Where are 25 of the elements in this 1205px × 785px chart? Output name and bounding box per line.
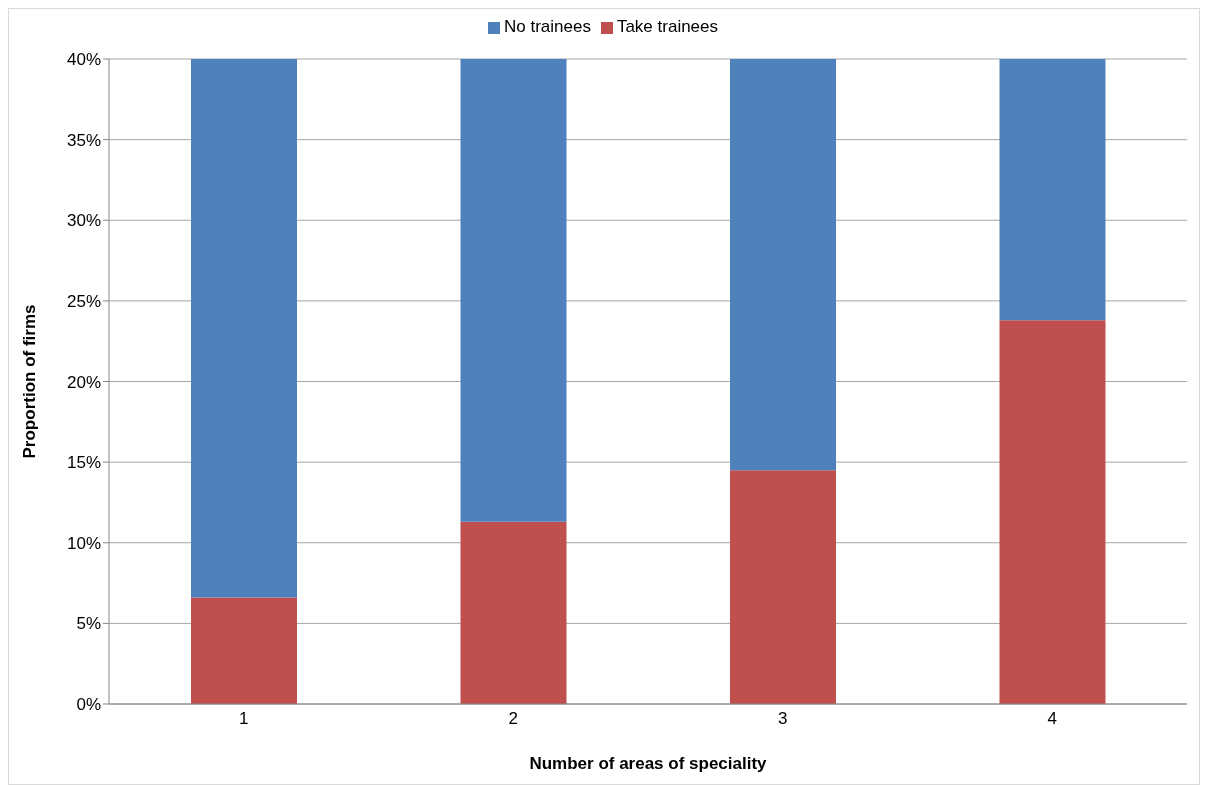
bar	[999, 59, 1106, 321]
legend-label: No trainees	[503, 17, 591, 36]
y-tick-label: 15%	[66, 453, 101, 473]
y-tick-label: 30%	[66, 211, 101, 231]
y-tick-label: 0%	[76, 695, 101, 715]
y-tick-label: 5%	[76, 614, 101, 634]
x-tick-label: 3	[778, 709, 788, 729]
bar	[191, 597, 297, 704]
legend-label: Take trainees	[616, 17, 719, 36]
y-axis-title: Proportion of firms	[20, 304, 40, 459]
y-tick-label: 10%	[66, 533, 101, 553]
x-tick-label: 2	[508, 709, 518, 729]
x-tick-label: 4	[1047, 709, 1057, 729]
y-tick-label: 20%	[66, 372, 101, 392]
y-tick-label: 40%	[66, 50, 101, 70]
bar	[730, 59, 836, 471]
bar	[730, 470, 836, 704]
bar	[460, 521, 567, 704]
x-tick-label: 1	[239, 709, 249, 729]
bar	[191, 59, 297, 598]
x-axis-title: Number of areas of speciality	[529, 754, 768, 773]
y-tick-label: 35%	[66, 130, 101, 150]
y-tick-label: 25%	[66, 291, 101, 311]
bar	[460, 59, 567, 522]
bar	[999, 320, 1106, 704]
